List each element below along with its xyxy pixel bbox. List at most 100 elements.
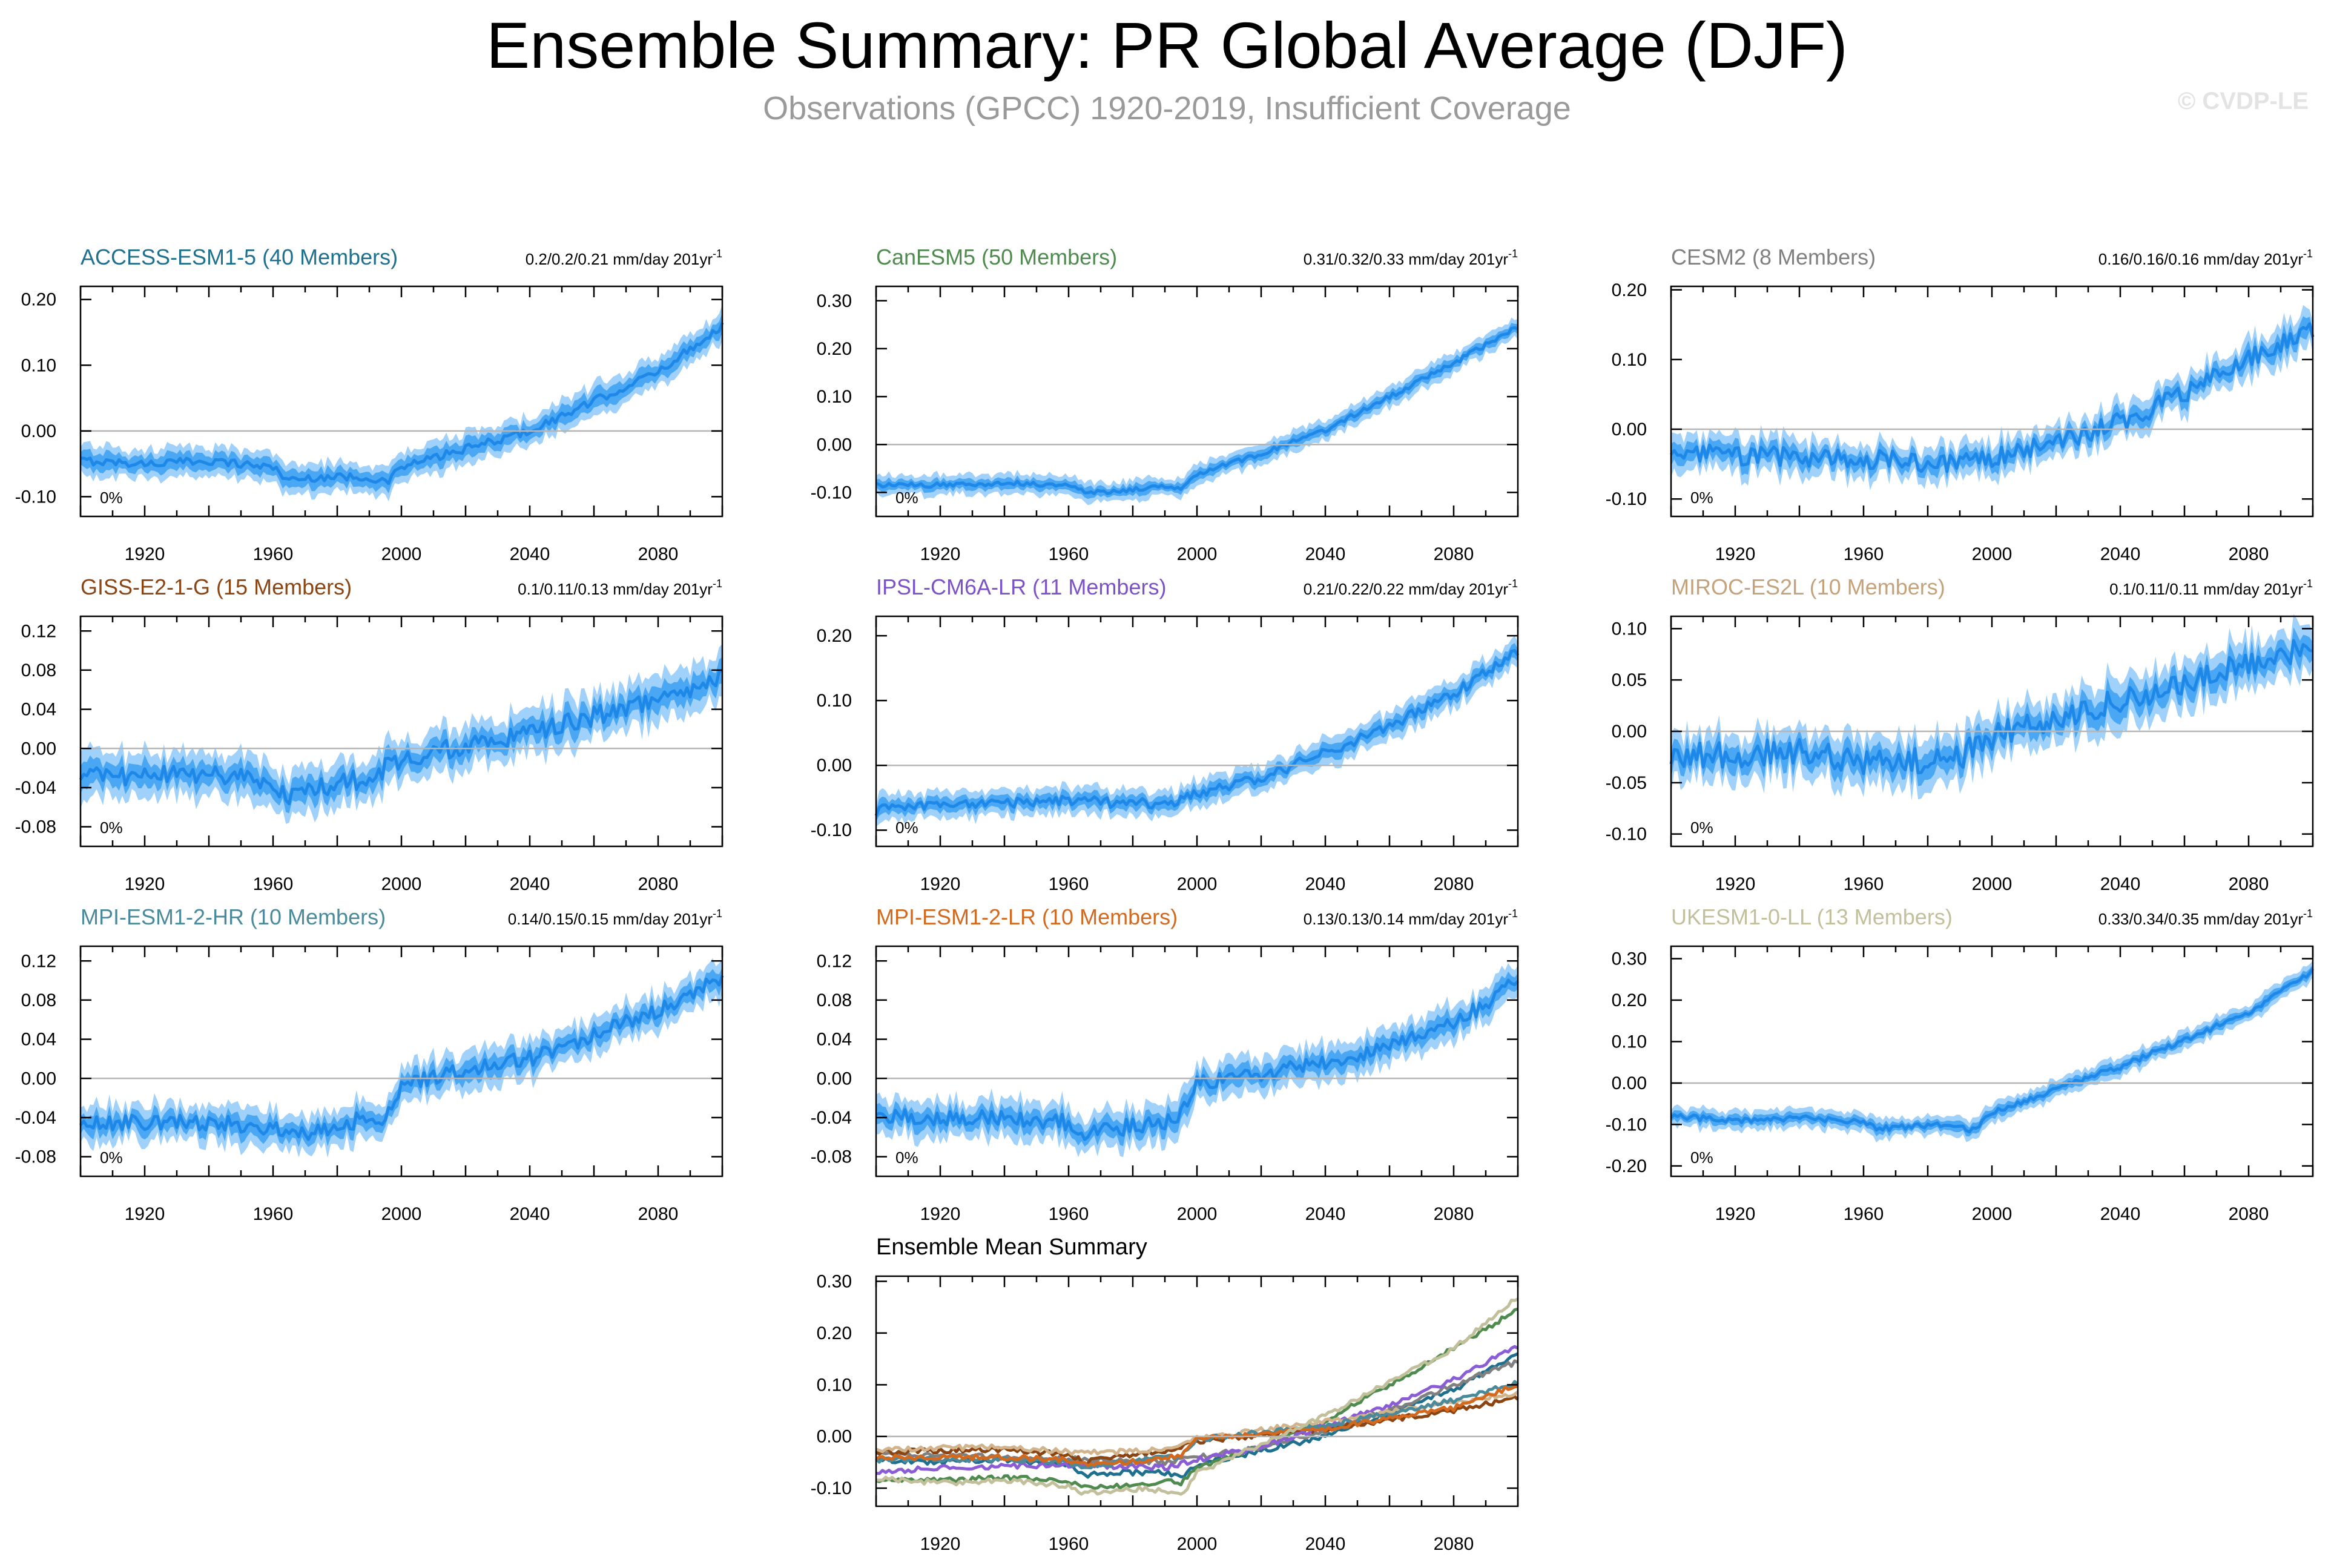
chart-panel: 1920 1960 2000 2040 2080 0.12 0.08 0.04 0.00 -0.0…: [15, 575, 724, 894]
x-tick-label: 2080: [2229, 874, 2269, 894]
x-tick-label: 1920: [920, 1204, 961, 1224]
chart-panel: 1920 1960 2000 2040 2080 0.12 0.08 0.04 0.00 -0.0…: [15, 904, 724, 1224]
y-tick-label: 0.12: [817, 951, 852, 971]
y-tick-label: 0.00: [817, 435, 852, 455]
x-tick-label: 2000: [1177, 1534, 1218, 1554]
y-tick-label: 0.04: [21, 700, 56, 720]
y-tick-label: 0.00: [21, 421, 56, 441]
trend-exponent: -1: [713, 578, 722, 590]
y-tick-label: -0.08: [15, 817, 56, 837]
x-tick-label: 1960: [1844, 1204, 1884, 1224]
chart-panel: 1920 1960 2000 2040 2080 0.20 0.10 0.00 -0.10 CES…: [1606, 245, 2315, 564]
ensemble-mean-line: [875, 326, 1518, 495]
coverage-annotation: 0%: [100, 1148, 123, 1167]
y-tick-label: 0.10: [1612, 1032, 1647, 1052]
x-tick-label: 2080: [638, 1204, 679, 1224]
panel-title: MPI-ESM1-2-LR (10 Members): [876, 904, 1178, 929]
trend-label: 0.21/0.22/0.22 mm/day 201yr-1: [1304, 578, 1518, 598]
y-tick-label: 0.12: [21, 621, 56, 641]
y-tick-label: 0.00: [817, 756, 852, 776]
x-tick-label: 1960: [1844, 874, 1884, 894]
trend-exponent: -1: [2303, 248, 2313, 260]
y-tick-label: 0.00: [1612, 1073, 1647, 1093]
x-tick-label: 2040: [2100, 1204, 2141, 1224]
panel-title: UKESM1-0-LL (13 Members): [1671, 904, 1953, 929]
y-tick-label: 0.20: [817, 1323, 852, 1343]
copyright-notice: © CVDP-LE: [2177, 88, 2309, 114]
panel-title: Ensemble Mean Summary: [876, 1234, 1147, 1260]
x-tick-label: 2080: [1434, 1534, 1474, 1554]
trend-label: 0.2/0.2/0.21 mm/day 201yr-1: [526, 248, 722, 268]
y-tick-label: -0.10: [1606, 825, 1647, 845]
x-tick-label: 2080: [2229, 544, 2269, 564]
x-tick-label: 1920: [1715, 544, 1756, 564]
y-tick-label: -0.04: [15, 778, 56, 798]
y-tick-label: -0.04: [15, 1108, 56, 1128]
x-tick-label: 2040: [1305, 874, 1346, 894]
y-tick-label: 0.00: [21, 739, 56, 759]
x-tick-label: 2000: [381, 874, 422, 894]
trend-value: 0.31/0.32/0.33 mm/day 201yr: [1304, 250, 1509, 268]
ensemble-mean-line: [875, 978, 1519, 1141]
x-tick-label: 2000: [1177, 544, 1218, 564]
coverage-annotation: 0%: [895, 819, 918, 837]
x-tick-label: 2040: [510, 1204, 550, 1224]
trend-value: 0.13/0.13/0.14 mm/day 201yr: [1304, 910, 1509, 928]
spread-band-inner: [81, 312, 722, 493]
x-tick-label: 1920: [920, 874, 961, 894]
y-tick-label: 0.30: [817, 1272, 852, 1292]
series-line-ukesm1-0-ll: [875, 1297, 1519, 1496]
x-tick-label: 1920: [920, 1534, 961, 1554]
ensemble-mean-line: [1670, 322, 2315, 473]
trend-label: 0.33/0.34/0.35 mm/day 201yr-1: [2098, 908, 2313, 928]
spread-band-outer: [1671, 614, 2313, 801]
plot-frame: [1670, 945, 2314, 1178]
y-tick-label: 0.08: [21, 990, 56, 1010]
panel-title: MIROC-ES2L (10 Members): [1671, 575, 1945, 599]
x-tick-label: 2080: [638, 874, 679, 894]
ensemble-mean-line: [79, 668, 724, 806]
y-tick-label: 0.04: [21, 1030, 56, 1050]
trend-label: 0.31/0.32/0.33 mm/day 201yr-1: [1304, 248, 1518, 268]
x-tick-label: 1960: [1049, 1204, 1089, 1224]
trend-exponent: -1: [1508, 248, 1518, 260]
x-tick-label: 1920: [125, 544, 165, 564]
chart-panel: 1920 1960 2000 2040 2080 0.30 0.20 0.10 0.00 -0.1…: [811, 245, 1519, 564]
spread-band-outer: [81, 644, 722, 824]
trend-exponent: -1: [1508, 908, 1518, 920]
y-tick-label: 0.00: [21, 1069, 56, 1089]
plot-frame: [1670, 285, 2314, 518]
x-tick-label: 1960: [1049, 544, 1089, 564]
spread-band-inner: [1671, 627, 2313, 786]
y-tick-label: 0.30: [1612, 949, 1647, 969]
y-tick-label: 0.30: [817, 291, 852, 311]
y-tick-label: 0.08: [817, 990, 852, 1010]
coverage-annotation: 0%: [100, 489, 123, 507]
trend-label: 0.14/0.15/0.15 mm/day 201yr-1: [508, 908, 722, 928]
y-tick-label: 0.00: [817, 1069, 852, 1089]
y-tick-label: 0.20: [817, 339, 852, 359]
x-tick-label: 2000: [1972, 874, 2013, 894]
x-tick-label: 2040: [1305, 1534, 1346, 1554]
x-tick-label: 2000: [1972, 1204, 2013, 1224]
panel-title: GISS-E2-1-G (15 Members): [81, 575, 352, 599]
coverage-annotation: 0%: [895, 489, 918, 507]
y-tick-label: 0.12: [21, 951, 56, 971]
trend-value: 0.16/0.16/0.16 mm/day 201yr: [2098, 250, 2304, 268]
y-tick-label: 0.05: [1612, 670, 1647, 690]
y-tick-label: -0.10: [1606, 1115, 1647, 1135]
chart-panel: 1920 1960 2000 2040 2080 0.12 0.08 0.04 0.00 -0.0…: [811, 904, 1519, 1224]
ensemble-mean-line: [874, 649, 1520, 817]
coverage-annotation: 0%: [1690, 1148, 1713, 1167]
trend-value: 0.1/0.11/0.13 mm/day 201yr: [518, 580, 713, 598]
y-tick-label: 0.00: [1612, 420, 1647, 440]
x-tick-label: 1960: [253, 544, 294, 564]
series-line-canesm5: [875, 1307, 1518, 1490]
chart-panel: 1920 1960 2000 2040 2080 0.20 0.10 0.00 -0.10 IPS…: [811, 575, 1520, 894]
figure-title: Ensemble Summary: PR Global Average (DJF…: [486, 8, 1848, 82]
x-tick-label: 2080: [2229, 1204, 2269, 1224]
y-tick-label: 0.10: [21, 355, 56, 375]
trend-exponent: -1: [713, 248, 722, 260]
x-tick-label: 2080: [1434, 1204, 1474, 1224]
x-tick-label: 1960: [1049, 1534, 1089, 1554]
